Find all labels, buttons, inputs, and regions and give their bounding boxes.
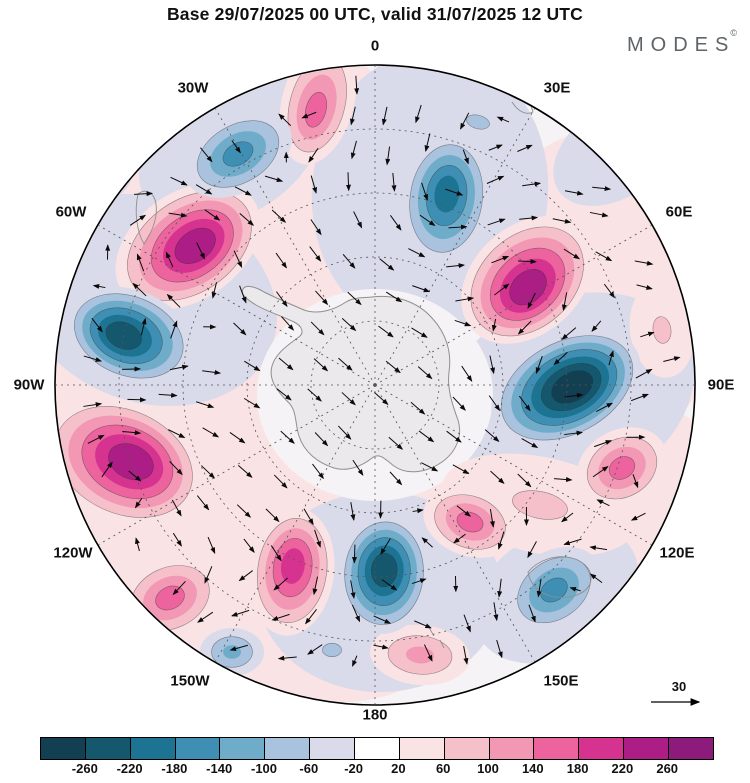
colorbar-tick--220: -220 [116, 761, 143, 776]
colorbar-cell-11 [534, 738, 580, 759]
lon-label-0: 0 [370, 37, 380, 55]
colorbar-tick--100: -100 [250, 761, 278, 776]
colorbar-tick--140: -140 [206, 761, 233, 776]
wind-arrows [83, 75, 681, 667]
colorbar-cell-5 [265, 738, 311, 759]
colorbar-tick-220: 220 [611, 761, 634, 776]
lon-label-150e: 150E [543, 672, 579, 690]
colorbar-cell-8 [399, 738, 445, 759]
colorbar-tick-140: 140 [521, 761, 544, 776]
map-canvas [54, 64, 696, 706]
wind-scale-value: 30 [671, 679, 687, 694]
colorbar-tick-100: 100 [477, 761, 499, 776]
lon-label-180: 180 [362, 706, 388, 724]
lon-label-150w: 150W [170, 672, 210, 690]
colorbar-tick-180: 180 [566, 761, 589, 776]
lon-label-60e: 60E [665, 203, 693, 221]
modes-logo-text: MODES [627, 34, 736, 56]
chart-title: Base 29/07/2025 00 UTC, valid 31/07/2025… [166, 4, 584, 24]
colorbar-cell-0 [41, 738, 86, 759]
modes-logo: MODES© [627, 28, 742, 57]
colorbar [40, 737, 714, 760]
lon-label-60w: 60W [55, 203, 87, 221]
lon-label-30e: 30E [543, 79, 571, 97]
colorbar-cell-13 [624, 738, 670, 759]
colorbar-tick--20: -20 [344, 761, 363, 776]
colorbar-cell-2 [130, 738, 176, 759]
anomaly-field [56, 66, 694, 704]
colorbar-cell-7 [355, 738, 400, 759]
copyright-symbol: © [730, 28, 737, 39]
lon-label-30w: 30W [177, 79, 209, 97]
colorbar-cell-3 [175, 738, 221, 759]
colorbar-cell-12 [579, 738, 625, 759]
colorbar-tick--60: -60 [299, 761, 319, 776]
colorbar-tick-260: 260 [656, 761, 679, 776]
colorbar-tick-60: 60 [435, 761, 451, 776]
colorbar-cell-9 [444, 738, 490, 759]
colorbar-tick-20: 20 [391, 761, 406, 776]
colorbar-cell-6 [310, 738, 356, 759]
colorbar-cell-14 [669, 738, 713, 759]
colorbar-cell-4 [220, 738, 266, 759]
colorbar-tick--260: -260 [71, 761, 98, 776]
wind-scale: 30 [646, 679, 712, 714]
lon-label-90e: 90E [707, 376, 735, 394]
colorbar-cell-10 [489, 738, 535, 759]
lon-label-120e: 120E [659, 544, 695, 562]
wind-scale-arrow-icon [651, 698, 701, 706]
lon-label-120w: 120W [53, 544, 93, 562]
colorbar-tick--180: -180 [161, 761, 188, 776]
lon-label-90w: 90W [13, 376, 45, 394]
colorbar-cell-1 [85, 738, 131, 759]
